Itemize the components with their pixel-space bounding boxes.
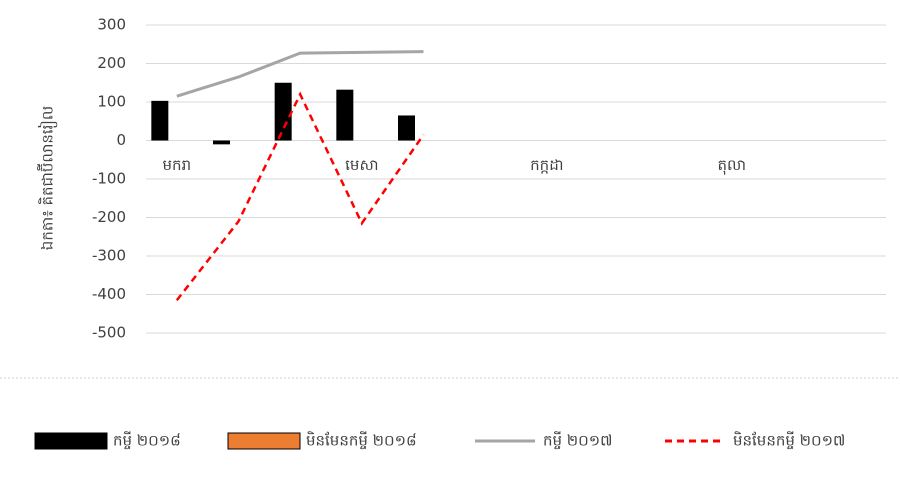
x-tick-label: មេសា xyxy=(345,156,378,174)
legend-swatch xyxy=(34,432,108,450)
x-tick-label: កក្កដា xyxy=(530,156,563,174)
bar xyxy=(213,140,230,145)
y-tick-label: 300 xyxy=(97,16,126,34)
line xyxy=(175,91,425,302)
legend-swatch xyxy=(227,432,301,450)
legend-label: កម្ចី ២០១៧ xyxy=(543,431,612,450)
y-tick-label: -400 xyxy=(92,285,126,303)
x-tick-label: តុលា xyxy=(718,156,747,175)
legend-label: កម្ចី ២០១៨ xyxy=(113,431,181,450)
y-tick-label: -300 xyxy=(92,247,126,265)
bar xyxy=(151,100,169,141)
x-tick-label: មករា xyxy=(163,156,192,174)
bar xyxy=(274,82,292,141)
y-tick-label: -200 xyxy=(92,208,126,226)
legend-label: មិនមែនកម្ចី ២០១៧ xyxy=(733,431,845,450)
y-axis-label: ឯកតា៖ គិតជាប៊ីលានរៀល xyxy=(37,106,58,250)
y-tick-label: -500 xyxy=(92,324,126,342)
line xyxy=(176,50,424,98)
y-tick-label: -100 xyxy=(92,170,126,188)
bar xyxy=(336,89,354,141)
y-tick-label: 100 xyxy=(97,93,126,111)
bar xyxy=(398,115,415,141)
y-tick-label: 0 xyxy=(116,131,126,149)
y-tick-label: 200 xyxy=(97,54,126,72)
legend-label: មិនមែនកម្ចី ២០១៨ xyxy=(306,431,417,450)
